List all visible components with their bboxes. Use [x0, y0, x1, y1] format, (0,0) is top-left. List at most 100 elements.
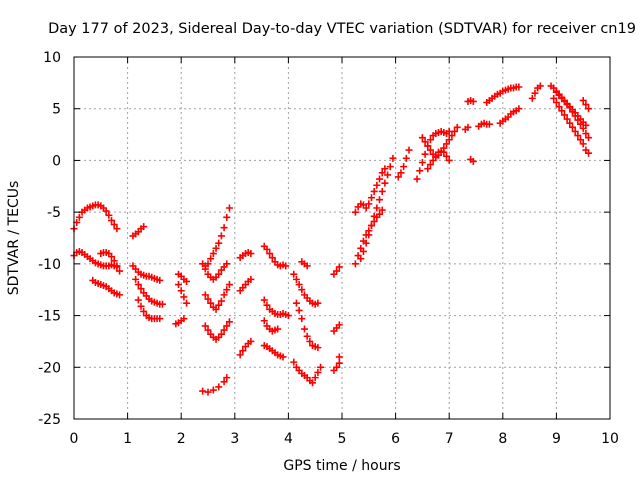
data-point: [335, 353, 343, 361]
data-point: [571, 127, 579, 135]
series-sat-v: [260, 342, 287, 361]
series-sat-i: [172, 315, 188, 328]
data-point: [207, 255, 215, 263]
data-point: [282, 262, 290, 270]
series-sat-d: [89, 276, 124, 299]
x-tick-label: 5: [338, 431, 347, 447]
data-point: [220, 291, 228, 299]
series-sat-a: [70, 201, 121, 233]
data-point: [113, 262, 121, 270]
data-point: [223, 213, 231, 221]
data-point: [413, 175, 421, 183]
series-sat-al: [461, 123, 477, 165]
data-point: [314, 344, 322, 352]
data-point: [402, 154, 410, 162]
data-point: [260, 296, 268, 304]
data-point: [416, 167, 424, 175]
series-sat-c: [97, 248, 124, 275]
data-point: [370, 187, 378, 195]
data-point: [247, 275, 255, 283]
data-point: [566, 119, 574, 127]
series-sat-l: [199, 374, 231, 396]
x-tick-label: 4: [284, 431, 293, 447]
x-tick-label: 1: [123, 431, 132, 447]
data-point: [585, 134, 593, 142]
series-sat-au: [579, 96, 593, 113]
series-sat-s: [236, 248, 255, 262]
data-point: [394, 173, 402, 181]
chart-title: Day 177 of 2023, Sidereal Day-to-day VTE…: [48, 21, 636, 37]
data-point: [156, 315, 164, 323]
data-point: [217, 232, 225, 240]
data-point: [531, 89, 539, 97]
data-point: [309, 379, 317, 387]
data-point: [239, 347, 247, 355]
data-point: [555, 103, 563, 111]
data-point: [585, 105, 593, 113]
data-point: [381, 165, 389, 173]
data-point: [110, 221, 118, 229]
series-sat-ac: [330, 321, 343, 335]
data-point: [290, 358, 298, 366]
x-axis-label: GPS time / hours: [283, 458, 400, 474]
data-point: [376, 175, 384, 183]
data-point: [137, 285, 145, 293]
data-point: [421, 150, 429, 158]
y-tick-label: 5: [52, 102, 61, 118]
data-point: [469, 97, 477, 105]
data-point: [108, 253, 116, 261]
data-point: [335, 263, 343, 271]
data-point: [268, 254, 276, 262]
y-tick-label: -25: [38, 412, 61, 428]
data-point: [421, 138, 429, 146]
series-sat-g: [132, 275, 166, 308]
series-sat-f: [129, 262, 164, 284]
series-sat-r: [236, 275, 255, 295]
x-tick-label: 7: [445, 431, 454, 447]
data-point: [215, 270, 223, 278]
series-sat-q: [236, 337, 255, 359]
data-point: [351, 260, 359, 268]
data-point: [367, 194, 375, 202]
data-point: [105, 211, 113, 219]
data-point: [579, 140, 587, 148]
data-point: [236, 351, 244, 359]
data-point: [373, 181, 381, 189]
data-point: [515, 105, 523, 113]
y-tick-label: -15: [38, 309, 61, 325]
data-point: [140, 307, 148, 315]
data-point: [295, 281, 303, 289]
series-sat-aa: [298, 258, 311, 270]
data-point: [180, 293, 188, 301]
data-point: [335, 321, 343, 329]
series-sat-j: [175, 270, 191, 285]
data-point: [217, 330, 225, 338]
series-sat-am: [464, 96, 477, 105]
series-sat-at: [552, 88, 593, 142]
data-point: [212, 305, 220, 313]
series-sat-n: [201, 281, 233, 313]
data-point: [378, 187, 386, 195]
data-point: [306, 337, 314, 345]
data-point: [357, 255, 365, 263]
data-point: [568, 123, 576, 131]
data-point: [384, 171, 392, 179]
data-point: [116, 267, 124, 275]
data-point: [177, 287, 185, 295]
data-point: [400, 163, 408, 171]
data-point: [568, 108, 576, 116]
data-point: [365, 231, 373, 239]
data-point: [464, 123, 472, 131]
series-sat-e: [129, 223, 148, 240]
data-point: [558, 107, 566, 115]
data-point: [443, 152, 451, 160]
data-point: [582, 101, 590, 109]
data-point: [432, 152, 440, 160]
data-point: [158, 300, 166, 308]
data-point: [453, 123, 461, 131]
series-sat-ap: [496, 105, 523, 127]
data-point: [220, 224, 228, 232]
data-point: [314, 299, 322, 307]
data-point: [440, 148, 448, 156]
data-point: [223, 260, 231, 268]
